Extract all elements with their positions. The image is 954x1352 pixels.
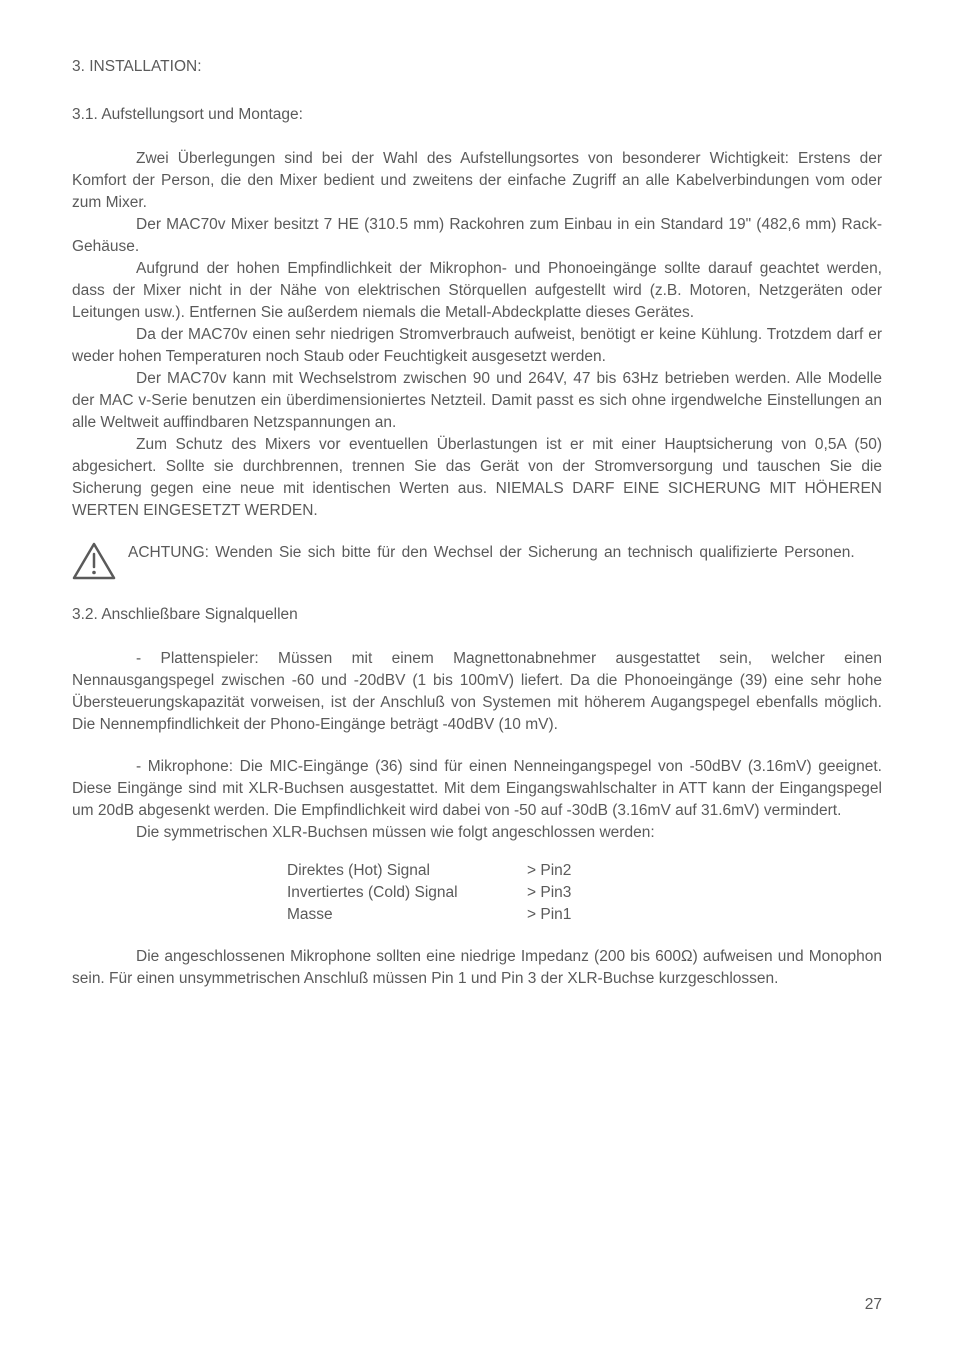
paragraph: Aufgrund der hohen Empfindlichkeit der M… — [72, 258, 882, 324]
table-row: Masse > Pin1 — [287, 904, 882, 926]
section-heading: 3. INSTALLATION: — [72, 56, 882, 78]
paragraph: Zwei Überlegungen sind bei der Wahl des … — [72, 148, 882, 214]
paragraph: Zum Schutz des Mixers vor eventuellen Üb… — [72, 434, 882, 522]
pin-label: Invertiertes (Cold) Signal — [287, 882, 527, 904]
paragraph: Da der MAC70v einen sehr niedrigen Strom… — [72, 324, 882, 368]
subsection-heading: 3.2. Anschließbare Signalquellen — [72, 604, 882, 626]
paragraph: - Plattenspieler: Müssen mit einem Magne… — [72, 648, 882, 736]
warning-block: ACHTUNG: Wenden Sie sich bitte für den W… — [72, 542, 882, 580]
paragraph: - Mikrophone: Die MIC-Eingänge (36) sind… — [72, 756, 882, 822]
page-number: 27 — [865, 1294, 882, 1316]
section-number: 3. — [72, 58, 85, 75]
paragraph: Der MAC70v kann mit Wechselstrom zwische… — [72, 368, 882, 434]
warning-triangle-icon — [72, 542, 116, 580]
subsection-title: Anschließbare Signalquellen — [101, 606, 297, 623]
pin-value: > Pin2 — [527, 860, 571, 882]
pin-label: Direktes (Hot) Signal — [287, 860, 527, 882]
document-page: 3. INSTALLATION: 3.1. Aufstellungsort un… — [0, 0, 954, 1352]
section-title: INSTALLATION: — [89, 58, 201, 75]
table-row: Direktes (Hot) Signal > Pin2 — [287, 860, 882, 882]
paragraph: Die symmetrischen XLR-Buchsen müssen wie… — [72, 822, 882, 844]
paragraph: Der MAC70v Mixer besitzt 7 HE (310.5 mm)… — [72, 214, 882, 258]
subsection-number: 3.1. — [72, 106, 98, 123]
subsection-heading: 3.1. Aufstellungsort und Montage: — [72, 104, 882, 126]
warning-text: ACHTUNG: Wenden Sie sich bitte für den W… — [128, 542, 855, 564]
subsection-number: 3.2. — [72, 606, 98, 623]
pin-table: Direktes (Hot) Signal > Pin2 Invertierte… — [287, 860, 882, 926]
paragraph: Die angeschlossenen Mikrophone sollten e… — [72, 946, 882, 990]
pin-value: > Pin1 — [527, 904, 571, 926]
pin-value: > Pin3 — [527, 882, 571, 904]
table-row: Invertiertes (Cold) Signal > Pin3 — [287, 882, 882, 904]
subsection-title: Aufstellungsort und Montage: — [101, 106, 303, 123]
pin-label: Masse — [287, 904, 527, 926]
